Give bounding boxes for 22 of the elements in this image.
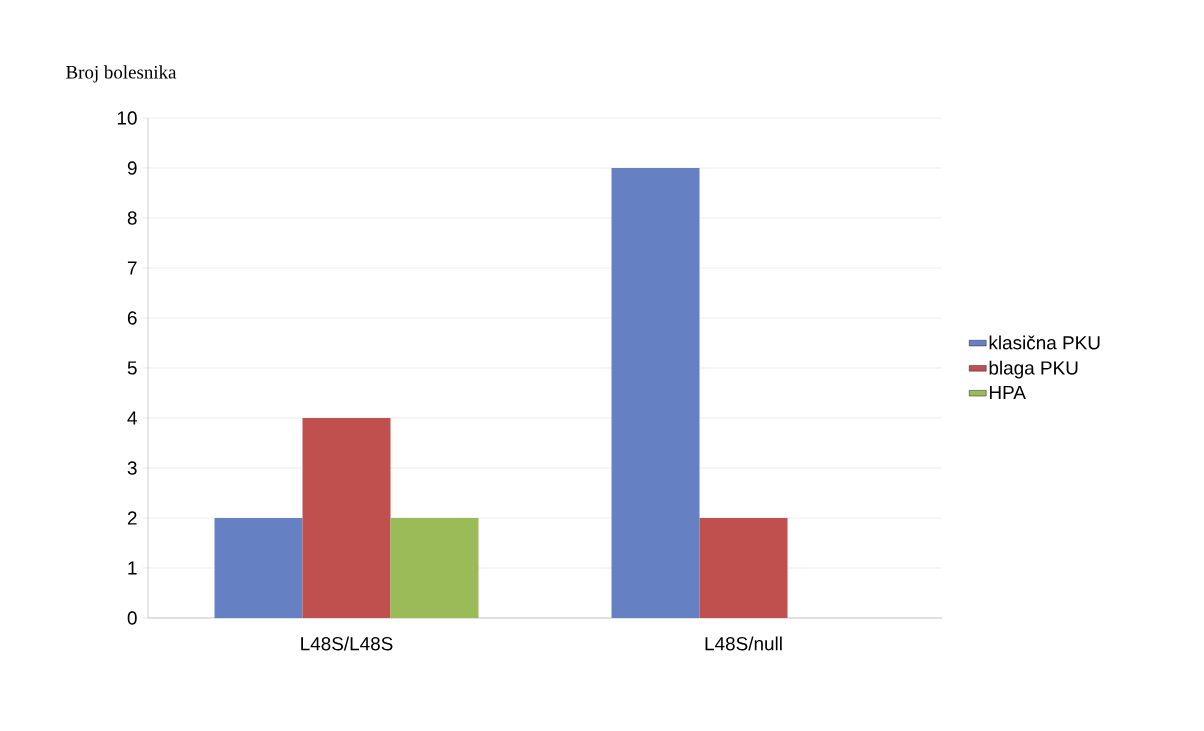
y-tick-label: 0 [127, 611, 137, 625]
x-tick-label: L48S/null [705, 636, 782, 651]
legend-label: blaga PKU [989, 360, 1078, 379]
y-axis-title: Broj bolesnika [66, 65, 177, 83]
y-tick-label: 2 [127, 511, 137, 525]
legend-label: HPA [989, 385, 1026, 399]
bar [390, 517, 479, 618]
x-tick-label: L48S/L48S [301, 636, 393, 651]
y-tick-label: 6 [127, 311, 137, 325]
y-tick-label: 3 [127, 461, 137, 475]
bar [611, 167, 700, 618]
legend-label: klasična PKU [989, 335, 1100, 350]
y-tick-label: 10 [117, 111, 137, 125]
y-tick-label: 8 [127, 211, 137, 225]
bar [302, 417, 391, 618]
y-tick-label: 1 [128, 561, 137, 575]
bar [214, 517, 303, 618]
y-tick-label: 7 [127, 261, 137, 275]
y-tick-label: 9 [127, 161, 137, 175]
bar [699, 517, 788, 618]
y-tick-label: 4 [127, 411, 137, 425]
y-tick-label: 5 [127, 361, 137, 375]
